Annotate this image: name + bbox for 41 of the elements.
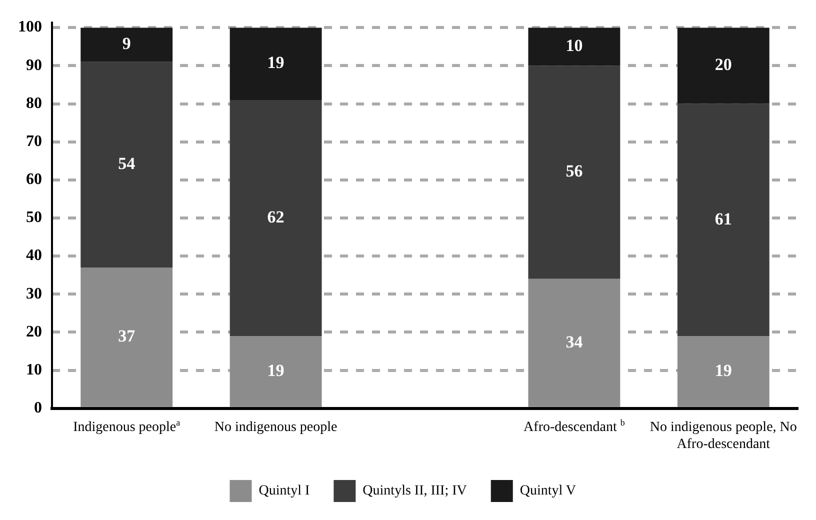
bar [528, 28, 620, 66]
bar [528, 66, 620, 279]
bar [677, 104, 770, 336]
bar [677, 336, 770, 407]
bar [80, 268, 173, 407]
bar [528, 278, 620, 407]
data-label: 34 [566, 332, 584, 352]
legend-label: Quintyl V [520, 484, 576, 499]
y-tick-label: 90 [26, 56, 42, 74]
data-label: 9 [122, 34, 131, 54]
bar [80, 62, 173, 268]
y-tick-label: 100 [18, 18, 42, 36]
data-label: 19 [267, 53, 284, 72]
x-tick-label: Afro-descendant b [524, 417, 626, 436]
data-label: 54 [118, 154, 136, 174]
y-tick-label: 60 [26, 171, 42, 188]
x-tick-label: No indigenous people, No Afro-descendant [650, 420, 797, 452]
y-tick-label: 70 [26, 132, 42, 150]
bar [230, 28, 322, 100]
bar [230, 100, 322, 336]
bar [80, 28, 173, 62]
data-label: 19 [714, 360, 732, 380]
y-tick-label: 0 [34, 400, 42, 417]
data-label: 20 [714, 55, 732, 74]
legend-label: Quintyls II, III; IV [362, 484, 467, 499]
data-label: 10 [566, 36, 583, 56]
bar [230, 336, 322, 407]
y-tick-label: 40 [26, 247, 42, 264]
legend-label: Quintyl I [258, 484, 310, 499]
data-label: 19 [267, 360, 284, 380]
bar [677, 28, 770, 104]
y-tick-label: 50 [26, 209, 42, 226]
y-tick-label: 20 [26, 323, 42, 340]
data-label: 61 [714, 209, 732, 228]
data-label: 37 [118, 326, 136, 346]
data-label: 62 [267, 207, 284, 226]
y-tick-label: 30 [26, 285, 42, 302]
y-tick-label: 10 [26, 361, 42, 378]
x-tick-label: No indigenous people [214, 420, 338, 436]
data-label: 56 [566, 162, 583, 181]
y-tick-label: 80 [26, 94, 42, 112]
